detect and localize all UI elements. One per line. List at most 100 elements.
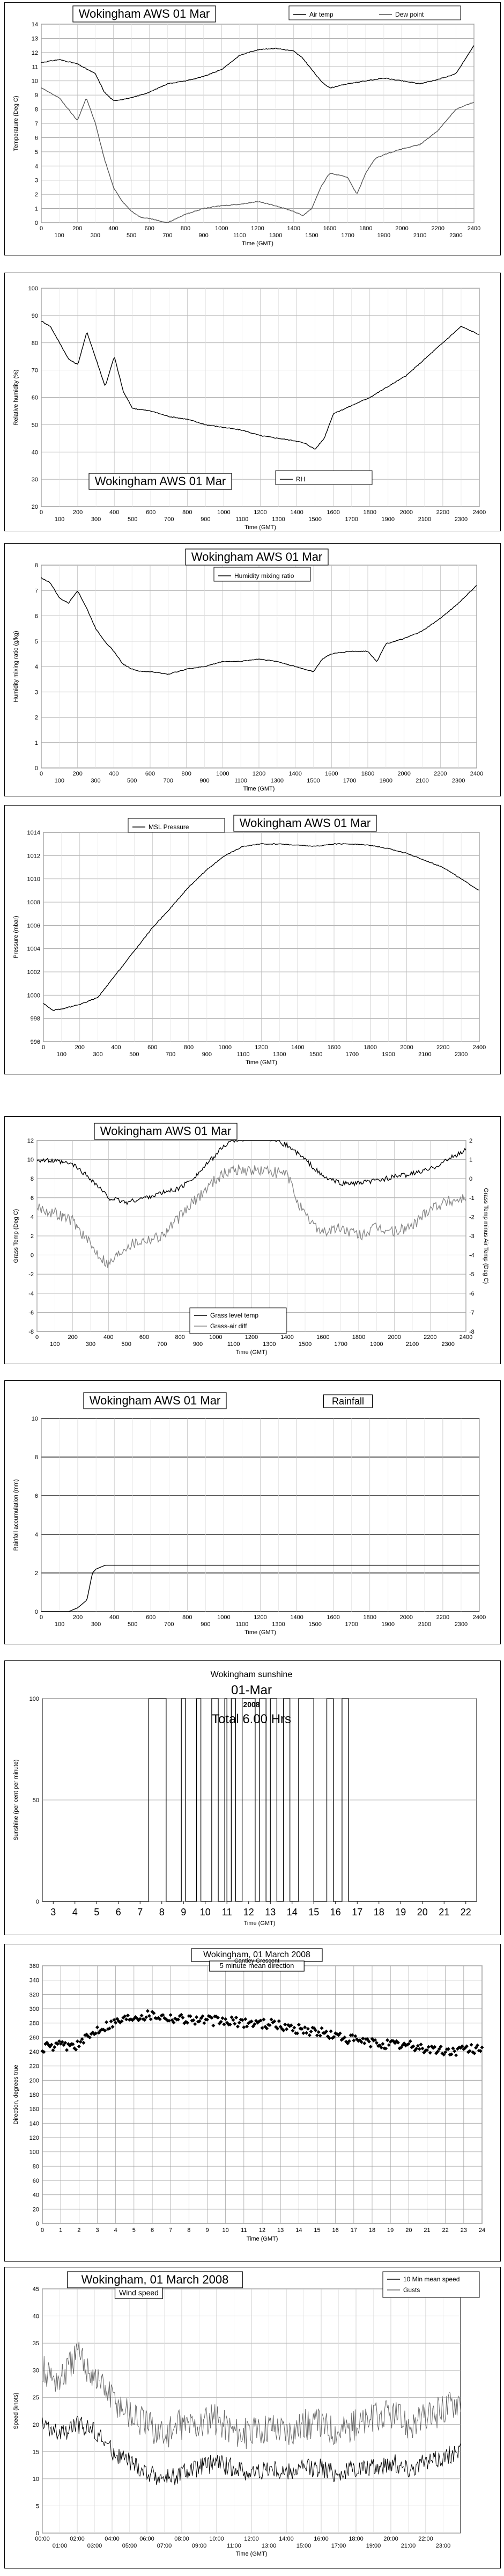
x-tick-label: 700 [157,1341,167,1348]
sunshine-chart: 0 50 100 3 4 5 6 7 8 9 10 11 12 13 14 15 16 17 18 19 20 21 22 T… [4,1660,501,1935]
y-tick-label: 5 [35,639,38,645]
y-tick-label: 100 [29,2149,39,2156]
chart-title: Wokingham sunshine [211,1670,293,1679]
y-tick-label: 120 [29,2135,39,2141]
y2-tick-label: -3 [469,1233,475,1240]
chart-title: Wokingham, 01 March 2008 [81,2273,229,2286]
data-point-direction [433,2045,437,2049]
x-tick-label: 300 [86,1341,95,1348]
chart-badge-box [114,2287,164,2299]
y-tick-label: 40 [33,2314,39,2320]
y-tick-label: 3 [35,178,38,184]
data-point-direction [237,2021,241,2025]
x-tick-label: 12 [243,1907,254,1918]
x-tick-label: 07:00 [157,2543,172,2549]
y-tick-label: 13 [32,35,38,42]
x-tick-label: 2100 [416,778,428,784]
x-tick-label: 2200 [434,771,447,777]
data-point-direction [94,2031,98,2036]
y-tick-label: 360 [29,1963,39,1970]
x-tick-label: 100 [55,1621,64,1628]
x-tick-label: 200 [72,771,82,777]
x-tick-label: 0 [35,1334,39,1341]
x-tick-label: 800 [182,1614,192,1621]
y-tick-label: 0 [35,765,38,772]
x-tick-label: 21 [424,2227,430,2234]
x-tick-label: 19:00 [366,2543,381,2549]
x-tick-label: 1900 [382,516,395,523]
x-tick-label: 02:00 [70,2536,85,2542]
data-point-direction [275,2026,280,2031]
x-tick-label: 20 [417,1907,428,1918]
x-tick-label: 2000 [400,509,413,516]
x-tick-label: 7 [169,2227,172,2234]
x-tick-label: 1300 [273,1051,286,1058]
data-point-direction [375,2041,379,2045]
data-point-direction [57,2039,61,2044]
chart-badge: Wind speed [119,2288,159,2297]
x-tick-label: 15 [314,2227,320,2234]
x-tick-label: 1700 [334,1341,347,1348]
x-tick-label: 6 [116,1907,121,1918]
x-tick-label: 1900 [370,1341,383,1348]
x-tick-label: 8 [187,2227,190,2234]
x-tick-label: 0 [40,1614,43,1621]
data-point-direction [75,2039,80,2044]
x-tick-label: 14 [295,2227,302,2234]
x-tick-label: 21 [439,1907,449,1918]
y-tick-label: 14 [32,21,38,28]
chart-badge-box [323,1394,373,1408]
x-tick-label: 14 [287,1907,298,1918]
y-tick-label: 2 [35,192,38,198]
x-tick-label: 1800 [352,1334,365,1341]
x-tick-label: 1000 [215,225,228,232]
x-tick-label: 23:00 [436,2543,451,2549]
data-point-direction [139,2014,144,2018]
chart-title: Wokingham AWS 01 Mar [100,1124,232,1138]
y2-tick-label: -7 [469,1309,475,1316]
series-line-rh [41,320,479,450]
y-tick-label: 0 [36,2221,39,2227]
x-tick-label: 1000 [217,1614,230,1621]
y2-axis-label: Grass Temp minus Air Temp (Deg C) [483,1188,489,1284]
x-tick-label: 1700 [343,778,356,784]
data-point-direction [240,2018,244,2022]
y-tick-label: -8 [28,1329,34,1335]
y-tick-label: 1 [35,740,38,747]
data-point-direction [292,2025,297,2030]
x-tick-label: 800 [182,509,192,516]
x-tick-label: 22:00 [418,2536,433,2542]
x-tick-label: 13 [265,1907,276,1918]
data-point-direction [228,2022,232,2026]
x-tick-label: 9 [181,1907,186,1918]
x-tick-label: 1000 [216,771,229,777]
x-tick-label: 100 [57,1051,66,1058]
y2-tick-label: -8 [469,1329,475,1335]
chart-date: 01-Mar [231,1683,272,1697]
x-tick-label: 1500 [309,1051,322,1058]
y-axis-label: Relative humidity (%) [13,370,19,426]
x-tick-label: 2100 [413,232,426,239]
x-axis-label: Time (GMT) [242,240,273,247]
y-tick-label: 10 [32,78,38,85]
x-tick-label: 00:00 [35,2536,50,2542]
x-tick-label: 2200 [424,1334,436,1341]
x-tick-label: 300 [91,232,100,239]
relative-humidity-chart: 20 30 40 50 60 70 80 90 100 0 200 400 600 800 1000 1200… [4,273,501,531]
x-tick-label: 20 [405,2227,412,2234]
data-point-direction [408,2039,412,2044]
x-tick-label: 2300 [455,516,468,523]
x-tick-label: 1600 [316,1334,329,1341]
data-point-direction [443,2050,448,2054]
y-tick-label: 8 [35,562,38,569]
x-tick-label: 1300 [271,778,284,784]
grass-temperature-chart-svg: -8-6-4-2024681012-8-7-6-5-4-3-2-1012Gras… [13,1123,489,1356]
x-tick-label: 1900 [382,1051,395,1058]
data-point-direction [179,2012,183,2017]
data-point-direction [426,2045,431,2049]
chart-title: Wokingham, 01 March 2008 [203,1950,310,1959]
series-line-10-min-mean-speed [42,2416,461,2485]
x-tick-label: 700 [166,1051,175,1058]
